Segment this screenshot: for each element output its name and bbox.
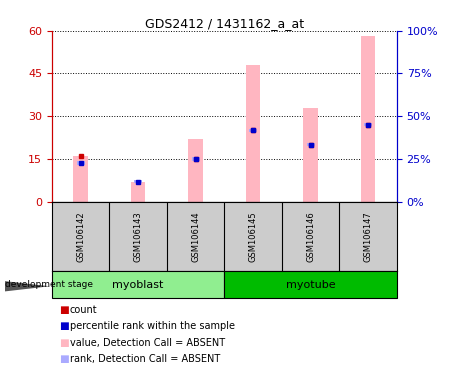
Polygon shape (5, 281, 50, 291)
Text: GSM106142: GSM106142 (76, 211, 85, 262)
Text: value, Detection Call = ABSENT: value, Detection Call = ABSENT (70, 338, 225, 348)
Bar (364, 123, 372, 126)
Bar (361, 36, 375, 202)
Text: ■: ■ (59, 321, 69, 331)
Text: GSM106143: GSM106143 (133, 211, 143, 262)
Text: development stage: development stage (5, 280, 92, 290)
Text: count: count (70, 305, 97, 315)
Text: myotube: myotube (286, 280, 336, 290)
Bar (74, 156, 88, 202)
Text: GSM106146: GSM106146 (306, 211, 315, 262)
Title: GDS2412 / 1431162_a_at: GDS2412 / 1431162_a_at (145, 17, 304, 30)
Text: percentile rank within the sample: percentile rank within the sample (70, 321, 235, 331)
Text: GSM106147: GSM106147 (364, 211, 373, 262)
Text: ■: ■ (59, 338, 69, 348)
Text: ■: ■ (59, 354, 69, 364)
Bar (189, 139, 203, 202)
Text: GSM106144: GSM106144 (191, 211, 200, 262)
Text: rank, Detection Call = ABSENT: rank, Detection Call = ABSENT (70, 354, 220, 364)
Bar (131, 182, 145, 202)
Text: GSM106145: GSM106145 (249, 211, 258, 262)
Bar (52, 271, 225, 298)
Bar (304, 108, 318, 202)
Bar (192, 157, 200, 161)
Text: myoblast: myoblast (112, 280, 164, 290)
Bar (246, 65, 260, 202)
Text: ■: ■ (59, 305, 69, 315)
Bar (249, 129, 257, 132)
Bar (77, 161, 85, 165)
Bar (307, 143, 315, 146)
Bar (134, 180, 142, 184)
Bar (225, 271, 397, 298)
